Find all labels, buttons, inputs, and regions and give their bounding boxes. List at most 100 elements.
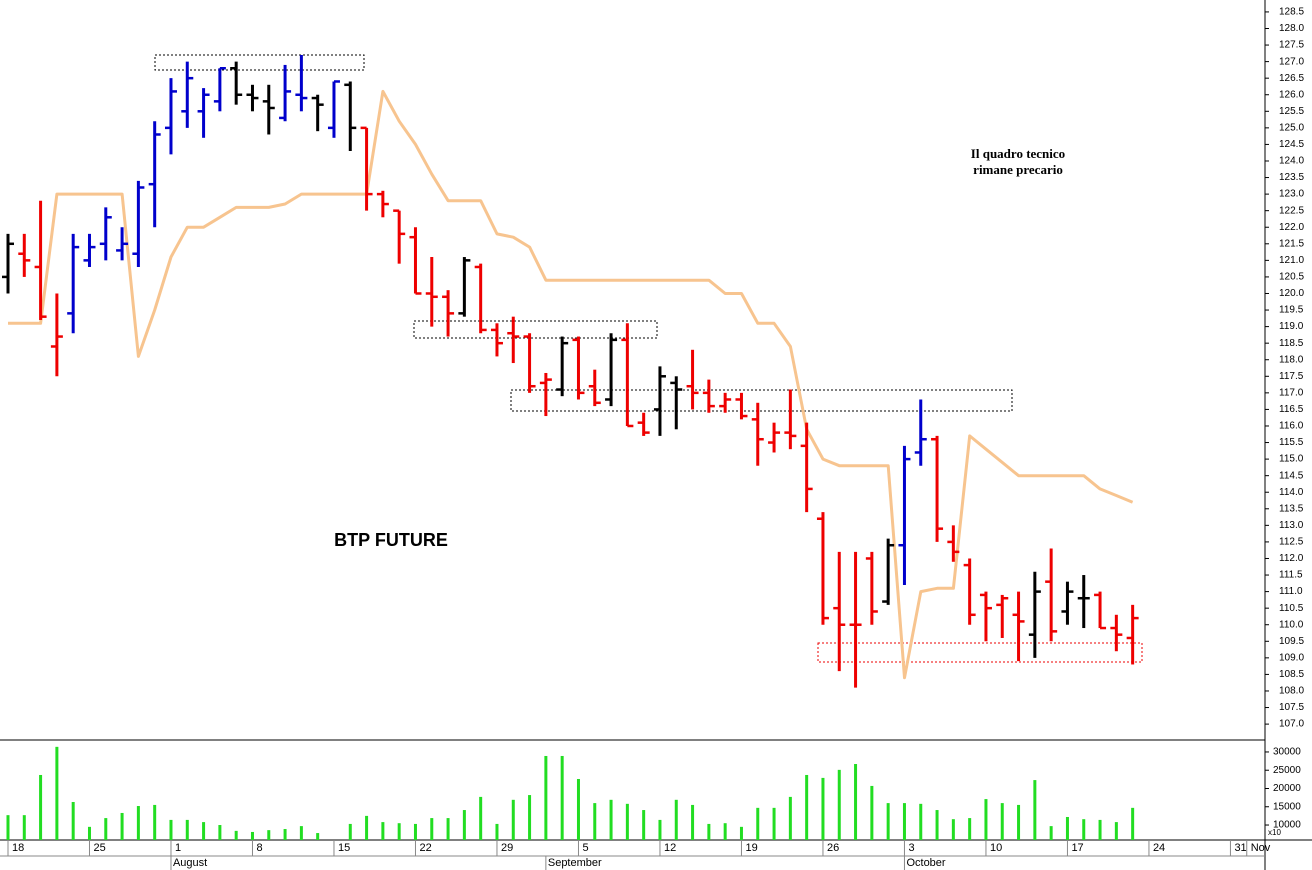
volume-bar [854,764,858,840]
volume-bar [658,819,662,840]
volume-bar [528,795,532,840]
y-tick-label: 112.0 [1279,553,1304,564]
volume-bar [886,803,890,840]
y-tick-label: 127.0 [1279,56,1304,67]
volume-bar [919,803,923,840]
y-tick-label: 118.5 [1279,338,1304,349]
volume-bar [707,823,711,840]
y-tick-label: 125.0 [1279,123,1304,134]
x-tick-label: 25 [93,842,105,854]
volume-bar [788,796,792,840]
volume-bar [413,823,417,840]
volume-bar [625,803,629,840]
y-tick-label: 114.0 [1279,487,1304,498]
y-tick-label: 121.5 [1279,238,1304,249]
volume-bar [1082,819,1086,840]
range-box [413,320,658,339]
y-tick-label: 115.0 [1279,454,1304,465]
y-tick-label: 109.0 [1279,652,1304,663]
y-tick-label: 107.5 [1279,702,1304,713]
x-tick-label: 5 [582,842,588,854]
y-tick-label: 123.5 [1279,172,1304,183]
month-label: October [906,857,945,869]
volume-bar [805,774,809,840]
y-tick-label: 110.0 [1279,619,1304,630]
support-box [817,642,1143,663]
y-tick-label: 122.5 [1279,205,1304,216]
x-tick-label: 1 [175,842,181,854]
x-tick-label: 3 [908,842,914,854]
y-tick-label: 112.5 [1279,537,1304,548]
chart-title: BTP FUTURE [334,530,448,550]
volume-bar [1131,807,1135,840]
month-label: September [548,857,602,869]
volume-bar [6,815,10,840]
y-tick-label: 119.5 [1279,305,1304,316]
volume-bar [22,815,26,840]
x-tick-label: 29 [501,842,513,854]
volume-bar [1017,804,1021,840]
y-tick-label: 107.0 [1279,719,1304,730]
y-tick-label: 111.0 [1279,586,1303,597]
volume-bar [935,810,939,840]
volume-bar [1114,822,1118,840]
x-tick-label: 31 [1234,842,1246,854]
volume-bar [381,822,385,840]
volume-bar [495,823,499,840]
y-tick-label: 125.5 [1279,106,1304,117]
month-label: August [173,857,207,869]
y-tick-label: 124.5 [1279,139,1304,150]
y-tick-label: 119.0 [1279,321,1304,332]
volume-bar [1033,780,1037,840]
volume-bar [234,830,238,840]
volume-bar [674,799,678,840]
y-tick-label: 20000 [1273,783,1301,794]
volume-bar [250,831,254,840]
y-tick-label: 30000 [1273,747,1301,758]
y-tick-label: 115.5 [1279,437,1304,448]
x-tick-label: 12 [664,842,676,854]
volume-bar [593,803,597,840]
y-tick-label: 127.5 [1279,40,1304,51]
volume-bar [968,818,972,840]
x-tick-label: Nov [1251,842,1271,854]
y-tick-label: 120.0 [1279,288,1304,299]
volume-bar [984,799,988,840]
y-tick-label: 121.0 [1279,255,1304,266]
y-tick-label: 123.0 [1279,189,1304,200]
volume-bar [691,804,695,840]
volume-bar [870,785,874,840]
volume-bar [283,829,287,840]
x-tick-label: 22 [419,842,431,854]
volume-bar [723,823,727,840]
y-tick-label: 128.0 [1279,23,1304,34]
y-tick-label: 116.0 [1279,421,1304,432]
x-tick-label: 8 [256,842,262,854]
volume-bar [397,823,401,840]
y-tick-label: 113.5 [1279,503,1304,514]
volume-bar [821,777,825,840]
y-tick-label: 110.5 [1279,603,1304,614]
y-tick-label: 116.5 [1279,404,1304,415]
range-box [154,54,365,71]
y-tick-label: 15000 [1273,801,1301,812]
y-tick-label: 117.0 [1279,387,1304,398]
volume-bar [1065,816,1069,840]
volume-unit: x10 [1268,828,1281,837]
volume-bar [576,778,580,840]
volume-bar [365,815,369,840]
volume-bar [642,810,646,840]
y-tick-label: 113.0 [1279,520,1304,531]
volume-bar [479,796,483,840]
y-tick-label: 120.5 [1279,272,1304,283]
volume-bar [267,830,271,840]
volume-bar [71,802,75,840]
volume-bar [39,774,43,840]
volume-bar [169,819,173,840]
volume-bar [120,812,124,840]
volume-bar [1098,819,1102,840]
range-box [510,389,1013,412]
y-tick-label: 126.0 [1279,89,1304,100]
y-tick-label: 128.5 [1279,7,1304,18]
